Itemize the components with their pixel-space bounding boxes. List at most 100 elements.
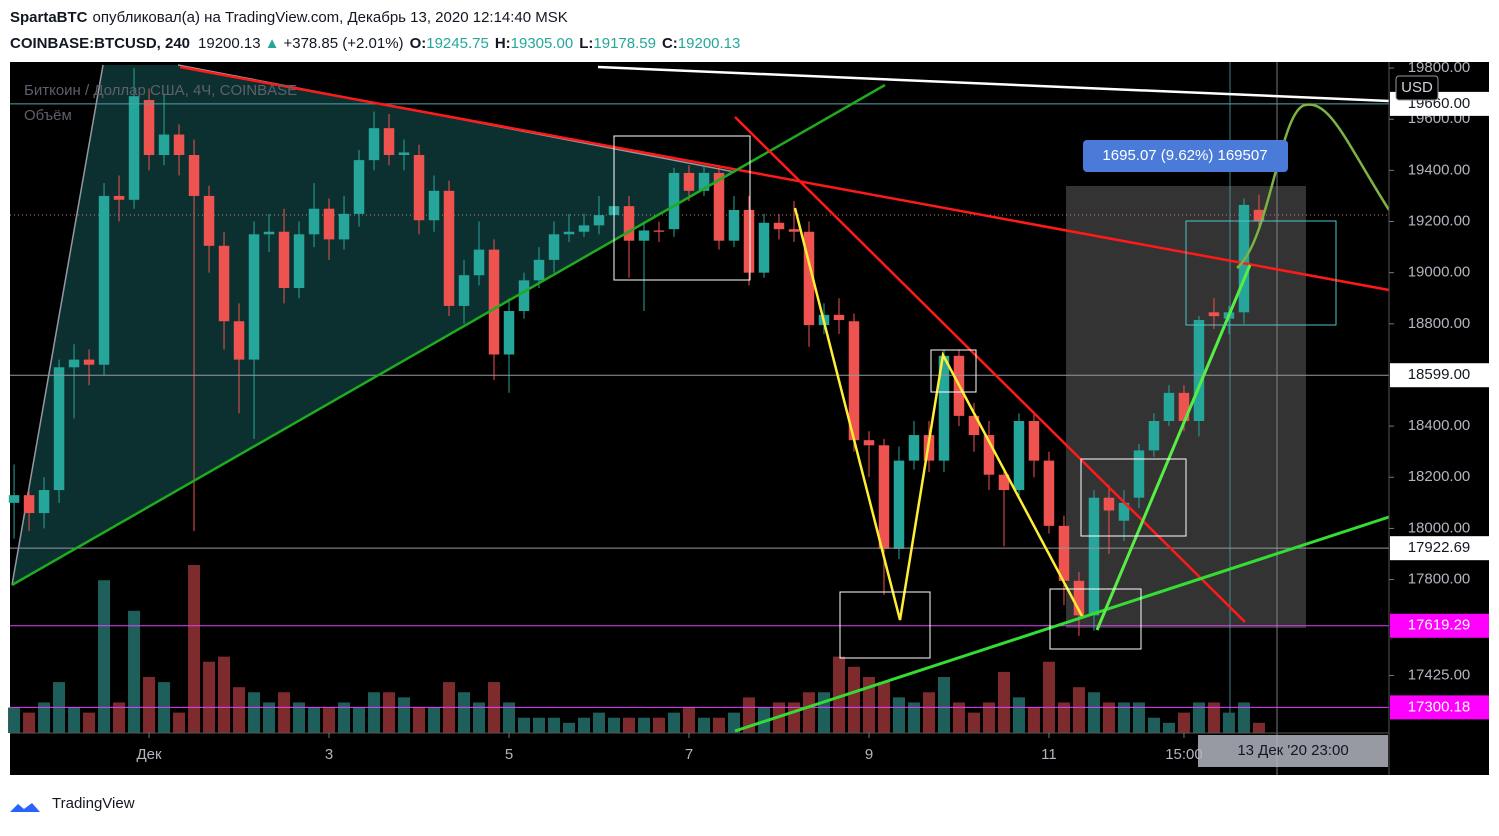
volume-label: Объём — [24, 107, 72, 124]
candle-body — [443, 190, 455, 306]
volume-bar — [173, 712, 186, 733]
change: +378.85 (+2.01%) — [283, 35, 403, 52]
candle-body — [113, 195, 125, 200]
c: 19200.13 — [678, 35, 741, 52]
candle-body — [593, 215, 605, 226]
volume-bar — [967, 712, 980, 733]
candle-body — [53, 367, 65, 491]
box — [1185, 220, 1337, 326]
volume-bar — [1162, 722, 1175, 733]
candle-body — [1028, 420, 1040, 461]
volume-bar — [982, 702, 995, 733]
volume-bar — [937, 677, 950, 733]
volume-bar — [593, 712, 606, 733]
box — [613, 135, 751, 281]
candle-body — [713, 172, 725, 241]
last: 19200.13 — [198, 35, 261, 52]
volume-bar — [817, 692, 830, 733]
header-line: SpartaBTC опубликовал(а) на TradingView.c… — [10, 9, 568, 26]
projection — [1236, 103, 1391, 269]
y-tick-label: 17425.00 — [1408, 666, 1471, 683]
candle-body — [293, 234, 305, 289]
currency: USD — [1401, 79, 1433, 96]
volume-bar — [323, 707, 336, 733]
volume-bar — [1192, 702, 1205, 733]
h: 19305.00 — [511, 35, 574, 52]
candle-body — [683, 172, 695, 191]
candle-body — [38, 490, 50, 514]
o: 19245.75 — [426, 35, 489, 52]
candle-body — [578, 225, 590, 232]
candle-body — [383, 128, 395, 156]
x-tick-label: 5 — [505, 746, 513, 763]
published: опубликовал(а) на TradingView.com, Декаб… — [93, 9, 568, 26]
candle-body — [353, 160, 365, 214]
price-axis — [1389, 62, 1489, 775]
candle-body — [998, 474, 1010, 491]
candle-body — [1208, 312, 1220, 317]
candle-body — [548, 234, 560, 260]
volume-bar — [802, 692, 815, 733]
candle-body — [1058, 525, 1070, 581]
o-label: O: — [410, 35, 427, 52]
volume-bar — [233, 687, 246, 733]
logo — [10, 803, 40, 812]
candle-body — [188, 155, 200, 196]
volume-bar — [533, 717, 546, 733]
candle-body — [1163, 392, 1175, 421]
candle-body — [23, 495, 35, 514]
volume-bar — [248, 692, 261, 733]
volume-bar — [1102, 702, 1115, 733]
volume-bar — [218, 656, 231, 733]
volume-bar — [368, 692, 381, 733]
candle-body — [248, 234, 260, 360]
volume-bar — [1207, 702, 1220, 733]
candle-body — [878, 445, 890, 549]
volume-bar — [1222, 712, 1235, 733]
ohlc-line: COINBASE:BTCUSD, 240 19200.13 ▲ +378.85 (+2… — [10, 35, 740, 52]
measure-label: 1695.07 (9.62%) 169507 — [1102, 147, 1267, 164]
volume-bar — [623, 717, 636, 733]
volume-bar — [787, 702, 800, 733]
y-tick-label: 18200.00 — [1408, 468, 1471, 485]
measure-box — [1083, 140, 1288, 172]
x-tick-label: 3 — [325, 746, 333, 763]
candle-body — [563, 231, 575, 235]
brand: TradingView — [52, 795, 135, 812]
level-box — [1390, 695, 1489, 720]
candle-body — [773, 222, 785, 230]
candle-body — [893, 460, 905, 549]
volume-bar — [293, 702, 306, 733]
candle-body — [233, 321, 245, 360]
candle-body — [983, 435, 995, 475]
volume-bar — [383, 692, 396, 733]
box — [1080, 458, 1187, 537]
volume-bar — [1012, 697, 1025, 733]
volume-bar — [113, 702, 126, 733]
box — [1049, 588, 1142, 650]
candle-body — [758, 222, 770, 273]
volume-bar — [68, 707, 81, 733]
candle-body — [263, 231, 275, 235]
candle-body — [788, 229, 800, 232]
candle-body — [518, 280, 530, 312]
volume-bar — [892, 697, 905, 733]
candle-body — [1133, 450, 1145, 498]
volume-bar — [548, 717, 561, 733]
candle-body — [638, 230, 650, 241]
level-label: 17300.18 — [1408, 698, 1471, 715]
volume-bar — [83, 712, 96, 733]
x-tick-label: Дек — [137, 746, 163, 763]
volume-bar — [952, 702, 965, 733]
x-tick-label: 11 — [1041, 746, 1057, 763]
candle-body — [533, 259, 545, 281]
candle-body — [338, 213, 350, 240]
candle-body — [1013, 420, 1025, 491]
candle-body — [1043, 460, 1055, 526]
box — [839, 591, 931, 659]
y-tick-label: 19800.00 — [1408, 59, 1471, 76]
volume-bar — [1042, 661, 1055, 733]
candle-body — [68, 359, 80, 368]
candle-body — [803, 231, 815, 326]
